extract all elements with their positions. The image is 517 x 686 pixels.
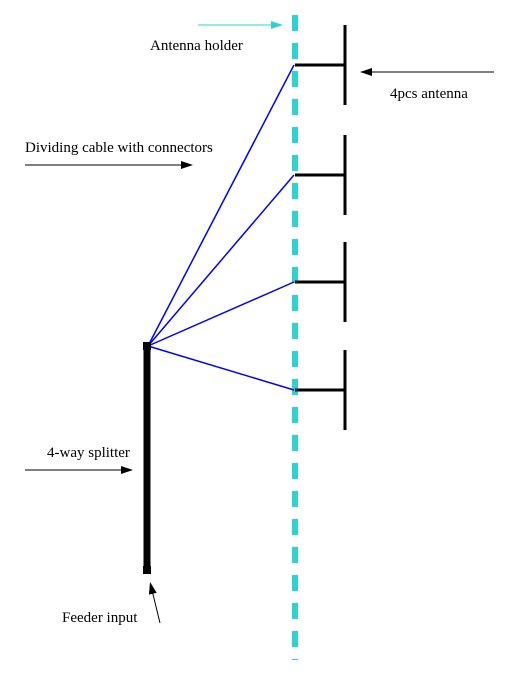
label-4pcs-antenna: 4pcs antenna [390,86,468,102]
antenna-3 [295,242,345,322]
antenna-4 [295,350,345,430]
cable-3 [148,282,294,346]
antenna-2 [295,135,345,215]
splitter-node [143,342,151,350]
label-4way-splitter: 4-way splitter [47,445,130,461]
antenna-1 [295,25,345,105]
antenna-diagram: Antenna holder 4pcs antenna Dividing cable… [0,0,517,681]
feeder-connector [143,566,151,574]
cable-1 [148,65,294,346]
label-antenna-holder: Antenna holder [150,38,243,54]
label-dividing-cable: Dividing cable with connectors [25,140,213,156]
cable-4 [148,346,294,390]
label-feeder-input: Feeder input [62,610,138,626]
cable-2 [148,175,294,346]
